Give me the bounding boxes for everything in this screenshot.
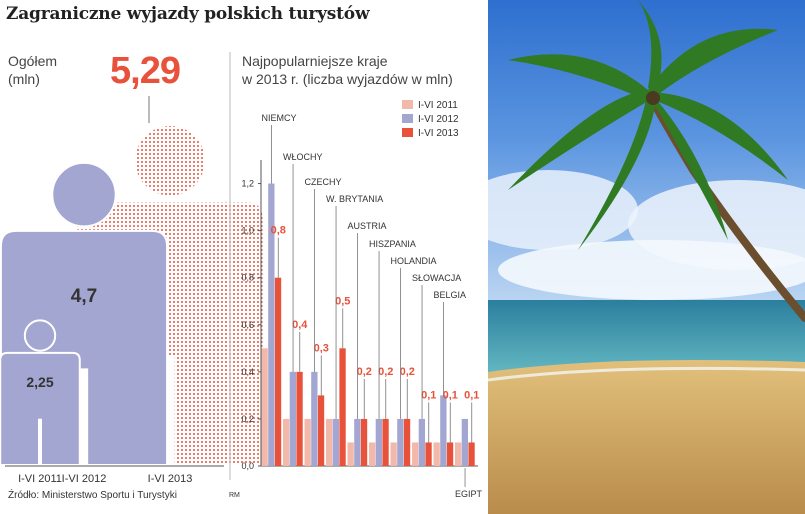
- bar-2011: [433, 442, 440, 466]
- country-label: WŁOCHY: [283, 152, 323, 162]
- total-headline-value: 5,29: [110, 50, 181, 92]
- bar-2012: [311, 371, 318, 466]
- bar-value-label: 0,2: [357, 366, 372, 378]
- y-tick-label: 0,0: [241, 461, 254, 471]
- bar-2011: [412, 442, 419, 466]
- country-label: NIEMCY: [262, 113, 297, 123]
- total-figures-chart: I-VI 2013 4,7 I-VI 2012 2,25 I-VI 2011: [0, 52, 265, 485]
- bar-2013: [274, 277, 282, 466]
- country-label: AUSTRIA: [348, 221, 387, 231]
- figure-2011-head: [23, 319, 57, 352]
- figure-value-label: 4,7: [71, 286, 97, 307]
- figure-period-label: I-VI 2011: [18, 473, 62, 485]
- total-label: Ogółem (mln): [8, 52, 78, 88]
- country-label: CZECHY: [305, 177, 342, 187]
- bar-2013: [468, 442, 475, 466]
- country-label: SŁOWACJA: [412, 273, 461, 283]
- bar-2012: [461, 418, 468, 466]
- bar-2012: [397, 418, 404, 466]
- bar-2013: [446, 442, 454, 466]
- bar-2011: [390, 442, 397, 466]
- figure-2013-head: [133, 124, 207, 198]
- beach-palm-illustration: [488, 0, 805, 514]
- bar-value-label: 0,1: [421, 389, 436, 401]
- page-title: Zagraniczne wyjazdy polskich turystów: [6, 4, 370, 24]
- bar-2011: [347, 442, 354, 466]
- figure-2011-body: [0, 351, 81, 466]
- y-tick-label: 0,2: [241, 414, 254, 424]
- bar-2013: [425, 442, 432, 466]
- countries-chart-title-line1: Najpopularniejsze kraje: [242, 53, 388, 69]
- figure-period-label: I-VI 2012: [62, 473, 107, 485]
- y-tick-label: 1,0: [241, 226, 254, 236]
- bar-2011: [304, 418, 311, 466]
- legend-label-2013: I-VI 2013: [418, 128, 459, 139]
- bar-2013: [403, 418, 411, 466]
- bar-2013: [339, 348, 346, 466]
- bar-value-label: 0,4: [292, 319, 308, 331]
- total-label-line1: Ogółem: [8, 53, 58, 69]
- bar-value-label: 0,2: [378, 366, 393, 378]
- figure-value-label: 2,25: [26, 374, 53, 390]
- figure-period-label: I-VI 2013: [148, 473, 193, 485]
- bar-value-label: 0,2: [400, 366, 415, 378]
- country-label: BELGIA: [434, 290, 467, 300]
- author-credit: RM: [229, 492, 240, 499]
- source-note: Źródło: Ministerstwo Sportu i Turystyki: [8, 490, 177, 501]
- bar-2012: [375, 418, 382, 466]
- country-label: HISZPANIA: [369, 239, 416, 249]
- figure-2012-head: [51, 161, 117, 228]
- bar-2012: [332, 418, 339, 466]
- bar-2011: [283, 418, 290, 466]
- bar-value-label: 0,1: [443, 389, 458, 401]
- legend-swatch-2012: [402, 114, 413, 123]
- bar-2011: [261, 348, 268, 466]
- legend-label-2012: I-VI 2012: [418, 114, 459, 125]
- bar-2011: [326, 418, 333, 466]
- bar-2013: [317, 395, 325, 466]
- country-label: EGIPT: [455, 489, 483, 499]
- bar-value-label: 0,3: [314, 342, 329, 354]
- y-tick-label: 0,6: [241, 320, 254, 330]
- bar-value-label: 0,5: [335, 295, 350, 307]
- bar-2012: [440, 395, 447, 466]
- figure-2011: [0, 319, 81, 466]
- legend-swatch-2013: [402, 128, 413, 137]
- country-label: W. BRYTANIA: [326, 194, 383, 204]
- beach-palm-photo: [488, 0, 805, 514]
- bar-2011: [369, 442, 376, 466]
- total-label-line2: (mln): [8, 71, 40, 87]
- countries-chart-title-line2: w 2013 r. (liczba wyjazdów w mln): [242, 71, 453, 87]
- legend-swatch-2011: [402, 100, 413, 109]
- bar-value-label: 0,1: [464, 389, 479, 401]
- bar-2012: [418, 418, 425, 466]
- legend-label-2011: I-VI 2011: [418, 100, 458, 111]
- y-tick-label: 0,4: [241, 367, 254, 377]
- bar-2012: [268, 183, 275, 467]
- bar-2013: [296, 371, 303, 466]
- country-label: HOLANDIA: [391, 256, 437, 266]
- bar-2013: [382, 418, 389, 466]
- bar-2013: [360, 418, 368, 466]
- bar-2011: [455, 442, 462, 466]
- countries-chart-title: Najpopularniejsze kraje w 2013 r. (liczb…: [242, 52, 453, 88]
- y-tick-label: 1,2: [241, 179, 254, 189]
- y-tick-label: 0,8: [241, 273, 254, 283]
- bar-2012: [354, 418, 361, 466]
- bar-2012: [289, 371, 296, 466]
- bar-value-label: 0,8: [271, 225, 286, 237]
